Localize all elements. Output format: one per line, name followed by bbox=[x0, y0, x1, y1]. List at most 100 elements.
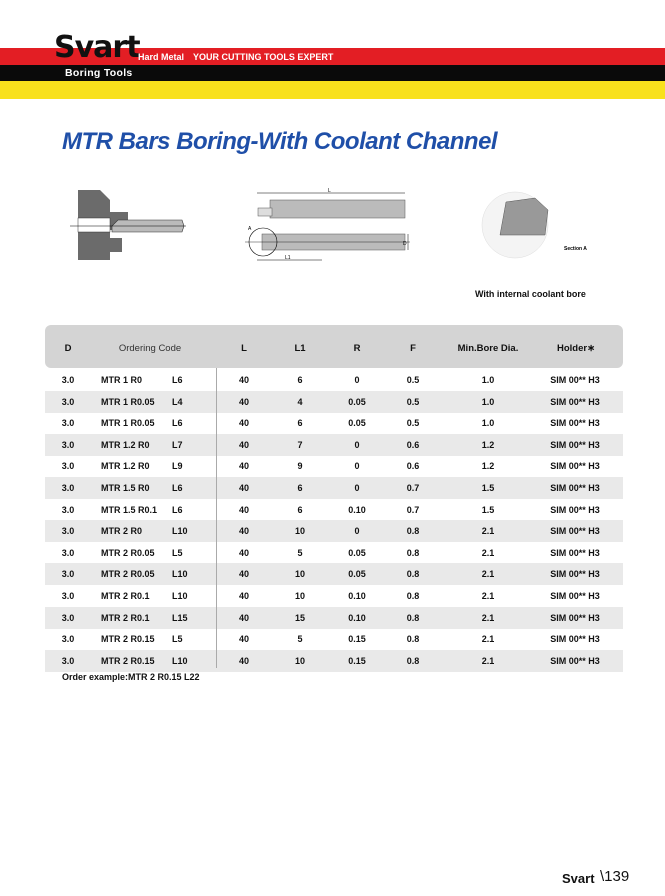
table-cell: SIM 00** H3 bbox=[550, 612, 600, 623]
col-d: D bbox=[64, 343, 72, 354]
table-cell: MTR 2 R0.15 bbox=[101, 655, 155, 666]
table-cell: 3.0 bbox=[61, 526, 75, 537]
table-cell: 3.0 bbox=[61, 612, 75, 623]
table-cell: 1.2 bbox=[481, 461, 495, 472]
table-cell: 6 bbox=[297, 483, 303, 493]
table-cell: 40 bbox=[238, 504, 250, 515]
table-cell: 3.0 bbox=[61, 504, 75, 515]
header-yellow-band bbox=[0, 81, 665, 99]
table-cell: 6 bbox=[297, 418, 303, 429]
table-cell: L5 bbox=[172, 634, 183, 645]
col-min-bore: Min.Bore Dia. bbox=[457, 343, 519, 354]
page-number-value: 139 bbox=[604, 868, 630, 885]
table-cell: 10 bbox=[294, 526, 306, 537]
table-cell: SIM 00** H3 bbox=[550, 526, 600, 537]
tool-dimension-diagram: L A L1 D bbox=[245, 188, 410, 261]
table-cell: 0 bbox=[354, 483, 360, 493]
table-cell: 0.15 bbox=[348, 634, 366, 645]
col-holder: Holder∗ bbox=[556, 343, 596, 354]
table-cell: L10 bbox=[172, 569, 188, 580]
brand-line: Hard Metal bbox=[138, 52, 185, 62]
table-cell: 3.0 bbox=[61, 547, 75, 558]
table-cell: 3.0 bbox=[61, 569, 75, 580]
table-cell: 3.0 bbox=[61, 655, 75, 666]
table-cell: 7 bbox=[297, 439, 303, 450]
table-cell: MTR 1 R0 bbox=[101, 375, 143, 385]
table-cell: MTR 1.2 R0 bbox=[101, 439, 150, 450]
brand-logo: Svart bbox=[54, 30, 141, 65]
dim-L-label: L bbox=[328, 188, 331, 194]
table-cell: MTR 1 R0.05 bbox=[101, 396, 155, 407]
table-cell: MTR 2 R0.05 bbox=[101, 569, 155, 580]
table-cell: 2.1 bbox=[481, 569, 495, 580]
table-cell: 0.10 bbox=[348, 612, 366, 623]
table-cell: 0.8 bbox=[406, 612, 420, 623]
table-cell: 0.8 bbox=[406, 569, 420, 580]
table-cell: SIM 00** H3 bbox=[550, 418, 600, 429]
table-cell: 0.8 bbox=[406, 591, 420, 601]
table-cell: 0.7 bbox=[406, 483, 420, 493]
table-cell: L5 bbox=[172, 547, 183, 558]
table-cell: L6 bbox=[172, 375, 183, 385]
table-cell: MTR 2 R0.15 bbox=[101, 634, 155, 645]
dim-L1-label: L1 bbox=[285, 255, 291, 261]
page-title: MTR Bars Boring-With Coolant Channel bbox=[62, 128, 498, 155]
table-cell: 5 bbox=[297, 547, 303, 558]
table-cell: L15 bbox=[172, 612, 188, 623]
table-cell: L10 bbox=[172, 526, 188, 537]
table-cell: 0.15 bbox=[348, 655, 366, 666]
table-cell: MTR 2 R0.1 bbox=[101, 612, 150, 623]
table-cell: 0.05 bbox=[348, 396, 366, 407]
table-cell: 3.0 bbox=[61, 461, 75, 472]
table-cell: 3.0 bbox=[61, 418, 75, 429]
table-cell: 1.5 bbox=[481, 483, 495, 493]
table-cell: SIM 00** H3 bbox=[550, 547, 600, 558]
table-cell: 2.1 bbox=[481, 547, 495, 558]
table-cell: 40 bbox=[238, 591, 250, 601]
detail-label: A bbox=[248, 226, 252, 232]
column-divider bbox=[216, 368, 217, 668]
slogan: YOUR CUTTING TOOLS EXPERT bbox=[193, 52, 334, 62]
table-cell: 3.0 bbox=[61, 439, 75, 450]
table-cell: MTR 2 R0 bbox=[101, 526, 143, 537]
table-cell: 15 bbox=[294, 612, 306, 623]
table-cell: 40 bbox=[238, 396, 250, 407]
table-cell: 0.05 bbox=[348, 418, 366, 429]
dim-D-label: D bbox=[403, 241, 407, 247]
col-r: R bbox=[353, 343, 361, 354]
table-cell: 10 bbox=[294, 569, 306, 580]
table-cell: 0.5 bbox=[406, 396, 420, 407]
table-cell: L4 bbox=[172, 396, 183, 407]
table-row: 3.0 MTR 1.2 R0 L7 40 7 0 0.6 1.2 SIM 00** H3 bbox=[45, 433, 623, 456]
table-cell: 2.1 bbox=[481, 526, 495, 537]
table-cell: MTR 1.2 R0 bbox=[101, 461, 150, 472]
table-cell: SIM 00** H3 bbox=[550, 569, 600, 580]
table-cell: 0 bbox=[354, 439, 360, 450]
table-cell: 40 bbox=[238, 375, 250, 385]
table-cell: 3.0 bbox=[61, 634, 75, 645]
section-a-diagram: Section A bbox=[481, 191, 587, 259]
table-cell: 0.10 bbox=[348, 504, 366, 515]
footer-logo: Svart bbox=[562, 871, 595, 886]
table-cell: 10 bbox=[294, 655, 306, 666]
table-row: 3.0 MTR 1 R0 L6 40 6 0 0.5 1.0 SIM 00** H3 bbox=[45, 369, 623, 391]
table-cell: MTR 1.5 R0.1 bbox=[101, 504, 158, 515]
table-cell: L6 bbox=[172, 483, 183, 493]
table-cell: 40 bbox=[238, 569, 250, 580]
table-cell: 1.2 bbox=[481, 439, 495, 450]
col-ordering-code: Ordering Code bbox=[118, 343, 182, 354]
col-l1: L1 bbox=[294, 343, 306, 354]
table-cell: 2.1 bbox=[481, 612, 495, 623]
table-cell: SIM 00** H3 bbox=[550, 483, 600, 493]
page-number: \139 bbox=[600, 868, 630, 885]
table-cell: 2.1 bbox=[481, 591, 495, 601]
table-cell: L6 bbox=[172, 418, 183, 429]
table-cell: 40 bbox=[238, 526, 250, 537]
coolant-caption: With internal coolant bore bbox=[475, 289, 586, 299]
table-cell: 1.0 bbox=[481, 375, 495, 385]
table-cell: MTR 2 R0.05 bbox=[101, 547, 155, 558]
table-row: 3.0 MTR 2 R0.05 L5 40 5 0.05 0.8 2.1 SIM 00** H3 bbox=[45, 542, 623, 564]
table-cell: L10 bbox=[172, 591, 188, 601]
table-row: 3.0 MTR 2 R0.15 L5 40 5 0.15 0.8 2.1 SIM 00** H3 bbox=[45, 628, 623, 650]
table-cell: SIM 00** H3 bbox=[550, 396, 600, 407]
